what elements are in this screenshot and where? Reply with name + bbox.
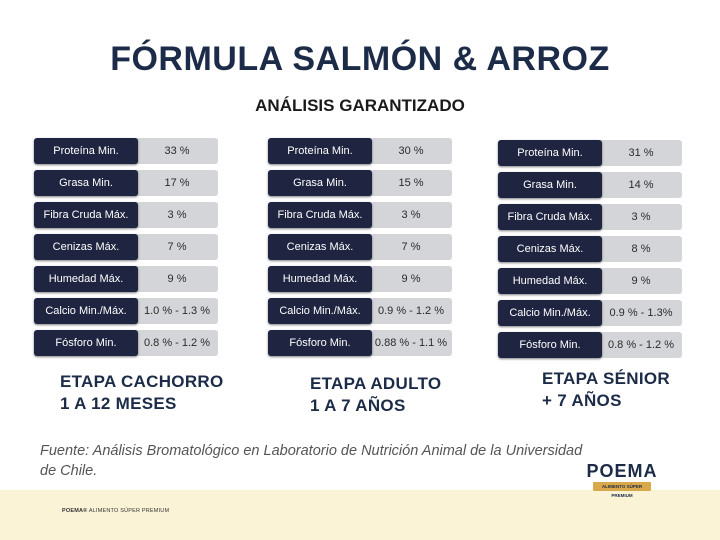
stage-age: 1 A 7 AÑOS xyxy=(310,396,406,415)
nutrient-label: Proteína Min. xyxy=(268,138,372,164)
nutrient-value: 33 % xyxy=(130,138,218,164)
nutrient-value: 7 % xyxy=(130,234,218,260)
footer-tagline: ALIMENTO SÚPER PREMIUM xyxy=(88,508,170,514)
nutrient-value: 9 % xyxy=(364,266,452,292)
nutrient-value: 3 % xyxy=(364,202,452,228)
nutrient-value: 0.88 % - 1.1 % xyxy=(364,330,452,356)
nutrient-label: Humedad Máx. xyxy=(34,266,138,292)
nutrient-label: Fibra Cruda Máx. xyxy=(498,204,602,230)
nutrient-label: Fósforo Min. xyxy=(498,332,602,358)
nutrient-label: Calcio Min./Máx. xyxy=(498,300,602,326)
nutrient-value: 8 % xyxy=(594,236,682,262)
nutrient-label: Fósforo Min. xyxy=(34,330,138,356)
nutrient-label: Proteína Min. xyxy=(34,138,138,164)
nutrient-value: 17 % xyxy=(130,170,218,196)
stage-age: + 7 AÑOS xyxy=(542,391,622,410)
logo-wordmark: POEMA xyxy=(586,461,658,481)
nutrient-label: Calcio Min./Máx. xyxy=(34,298,138,324)
nutrient-label: Fibra Cruda Máx. xyxy=(34,202,138,228)
stage-caption-adult: ETAPA ADULTO 1 A 7 AÑOS xyxy=(310,373,441,417)
nutrient-label: Humedad Máx. xyxy=(498,268,602,294)
poema-logo: POEMA ALIMENTO SÚPER PREMIUM xyxy=(584,460,660,500)
nutrient-label: Proteína Min. xyxy=(498,140,602,166)
nutrient-label: Fósforo Min. xyxy=(268,330,372,356)
footer-brand-line: POEMA® ALIMENTO SÚPER PREMIUM xyxy=(62,508,169,514)
source-note: Fuente: Análisis Bromatológico en Labora… xyxy=(40,443,583,479)
nutrient-label: Cenizas Máx. xyxy=(34,234,138,260)
logo-ribbon: ALIMENTO SÚPER PREMIUM xyxy=(593,482,651,498)
nutrient-value: 9 % xyxy=(130,266,218,292)
nutrient-value: 3 % xyxy=(594,204,682,230)
nutrient-value: 7 % xyxy=(364,234,452,260)
page-subtitle: ANÁLISIS GARANTIZADO xyxy=(255,96,465,115)
nutrient-label: Grasa Min. xyxy=(268,170,372,196)
nutrient-label: Grasa Min. xyxy=(498,172,602,198)
stage-caption-puppy: ETAPA CACHORRO 1 A 12 MESES xyxy=(60,371,224,415)
nutrient-label: Grasa Min. xyxy=(34,170,138,196)
nutrient-value: 0.8 % - 1.2 % xyxy=(130,330,218,356)
nutrient-label: Fibra Cruda Máx. xyxy=(268,202,372,228)
stage-name: ETAPA CACHORRO xyxy=(60,372,224,391)
footer-band xyxy=(0,490,720,540)
nutrient-label: Cenizas Máx. xyxy=(268,234,372,260)
nutrient-label: Humedad Máx. xyxy=(268,266,372,292)
footer-brand: POEMA® xyxy=(62,508,88,514)
nutrient-label: Cenizas Máx. xyxy=(498,236,602,262)
nutrient-value: 3 % xyxy=(130,202,218,228)
nutrient-value: 0.9 % - 1.3% xyxy=(594,300,682,326)
nutrient-value: 9 % xyxy=(594,268,682,294)
stage-age: 1 A 12 MESES xyxy=(60,394,177,413)
nutrient-value: 0.8 % - 1.2 % xyxy=(594,332,682,358)
nutrient-value: 15 % xyxy=(364,170,452,196)
nutrient-value: 30 % xyxy=(364,138,452,164)
nutrient-value: 14 % xyxy=(594,172,682,198)
nutrient-value: 0.9 % - 1.2 % xyxy=(364,298,452,324)
nutrient-label: Calcio Min./Máx. xyxy=(268,298,372,324)
stage-name: ETAPA ADULTO xyxy=(310,374,442,393)
stage-name: ETAPA SÉNIOR xyxy=(542,369,670,388)
nutrient-value: 31 % xyxy=(594,140,682,166)
stage-caption-senior: ETAPA SÉNIOR + 7 AÑOS xyxy=(542,368,670,412)
page-title: FÓRMULA SALMÓN & ARROZ xyxy=(110,40,610,78)
nutrient-value: 1.0 % - 1.3 % xyxy=(130,298,218,324)
